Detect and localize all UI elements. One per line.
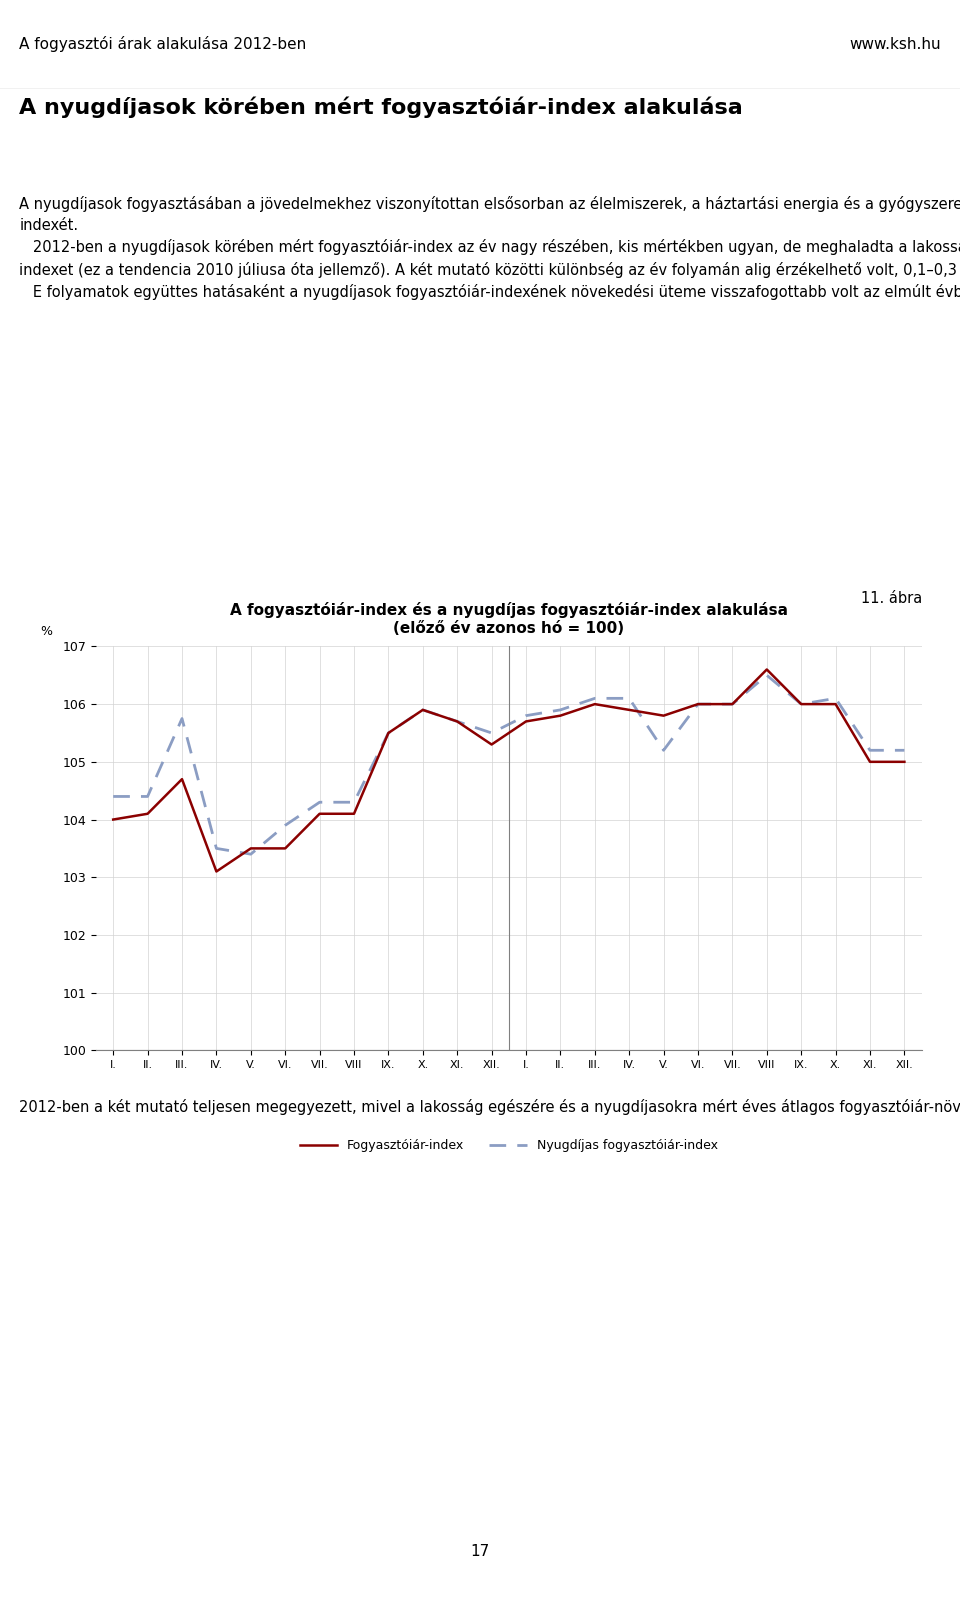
Text: A fogyasztói árak alakulása 2012-ben: A fogyasztói árak alakulása 2012-ben bbox=[19, 37, 306, 52]
Title: A fogyasztóiár-index és a nyugdíjas fogyasztóiár-index alakulása
(előző év azono: A fogyasztóiár-index és a nyugdíjas fogy… bbox=[229, 603, 788, 635]
Text: 2012-ben a két mutató teljesen megegyezett, mivel a lakosság egészére és a nyugd: 2012-ben a két mutató teljesen megegyeze… bbox=[19, 1099, 960, 1115]
Text: A nyugdíjasok fogyasztásában a jövedelmekhez viszonyítottan elsősorban az élelmi: A nyugdíjasok fogyasztásában a jövedelme… bbox=[19, 196, 960, 301]
Y-axis label: %: % bbox=[40, 625, 53, 638]
Text: www.ksh.hu: www.ksh.hu bbox=[850, 37, 941, 52]
Legend: Fogyasztóiár-index, Nyugdíjas fogyasztóiár-index: Fogyasztóiár-index, Nyugdíjas fogyasztói… bbox=[295, 1134, 723, 1157]
Text: A nyugdíjasok körében mért fogyasztóiár-index alakulása: A nyugdíjasok körében mért fogyasztóiár-… bbox=[19, 97, 743, 118]
Text: 11. ábra: 11. ábra bbox=[861, 591, 923, 606]
Text: 17: 17 bbox=[470, 1543, 490, 1559]
